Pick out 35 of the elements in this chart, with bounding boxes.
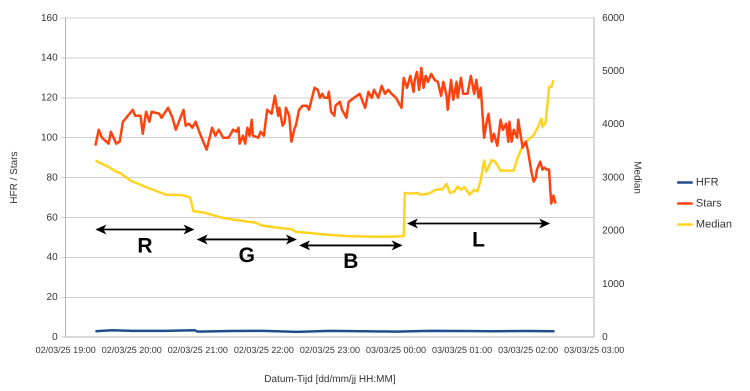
y2-tick-label: 6000 [602, 12, 625, 24]
y-tick-label: 40 [46, 252, 58, 264]
legend-label: Median [696, 218, 732, 231]
x-tick-label: 03/03/25 02:00 [498, 345, 558, 356]
legend-label: Stars [696, 198, 722, 210]
annotation: G [238, 244, 255, 268]
y-tick-label: 80 [46, 172, 58, 184]
y2-tick-label: 0 [602, 332, 608, 343]
y2-tick-label: 5000 [602, 66, 625, 77]
y2-tick-label: 3000 [602, 172, 625, 184]
y-tick-label: 120 [40, 92, 58, 104]
x-tick-label: 03/03/25 00:00 [366, 345, 426, 356]
y2-axis-title: Median [632, 161, 643, 194]
x-tick-label: 02/03/25 22:00 [234, 345, 294, 356]
y-axis-title: HFR / Stars [8, 151, 20, 204]
y-tick-label: 140 [40, 52, 58, 64]
legend-label: HFR [696, 176, 719, 189]
annotation: B [343, 250, 358, 274]
y2-tick-label: 4000 [602, 119, 625, 130]
x-tick-label: 02/03/25 19:00 [36, 345, 96, 356]
x-axis-title: Datum-Tijd [dd/mm/jj HH:MM] [264, 374, 396, 385]
x-tick-label: 03/03/25 03:00 [564, 345, 624, 356]
y2-tick-label: 2000 [602, 226, 625, 237]
x-tick-label: 02/03/25 21:00 [168, 345, 228, 356]
x-tick-label: 03/03/25 01:00 [432, 345, 492, 356]
y-tick-label: 100 [40, 132, 58, 144]
y2-tick-label: 1000 [602, 278, 625, 290]
annotation: L [472, 228, 486, 252]
annotation: R [137, 234, 153, 258]
y-tick-label: 160 [40, 12, 58, 24]
y-tick-label: 20 [46, 292, 58, 304]
x-tick-label: 02/03/25 20:00 [102, 345, 162, 356]
y-tick-label: 0 [52, 332, 58, 343]
y-tick-label: 60 [46, 212, 58, 224]
x-tick-label: 02/03/25 23:00 [300, 345, 360, 356]
